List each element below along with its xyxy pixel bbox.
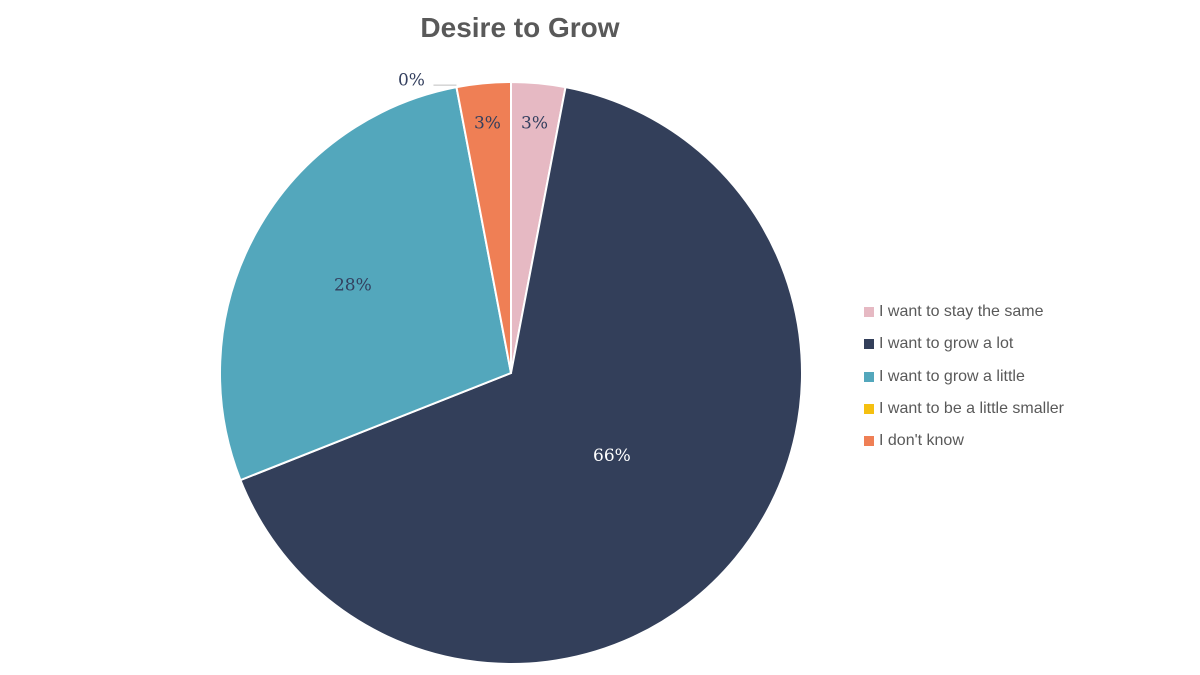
- legend-swatch: [864, 436, 874, 447]
- data-label-i-want-to-grow-a-little: 28%: [334, 276, 372, 296]
- legend-swatch: [864, 371, 874, 382]
- legend-label: I want to be a little smaller: [879, 400, 1064, 418]
- data-label-i-want-to-stay-the-same: 3%: [521, 113, 548, 133]
- data-label-i-want-to-grow-a-lot: 66%: [593, 446, 631, 466]
- legend-label: I want to grow a little: [879, 367, 1025, 385]
- chart-title: Desire to Grow: [420, 12, 620, 43]
- pie-slice-i-want-to-grow-a-lot: [239, 85, 803, 665]
- legend-item-i-want-to-grow-a-little: I want to grow a little: [864, 361, 1194, 393]
- legend-label: I want to grow a lot: [879, 335, 1014, 353]
- legend-label: I want to stay the same: [879, 303, 1044, 321]
- legend-swatch: [864, 404, 874, 415]
- chart-legend: I want to stay the same I want to grow a …: [864, 296, 1194, 457]
- data-label-i-want-to-be-a-little-smaller: 0%: [398, 71, 425, 91]
- legend-item-i-want-to-be-a-little-smaller: I want to be a little smaller: [864, 393, 1194, 425]
- pie-slice-i-want-to-grow-a-little: [219, 85, 513, 482]
- legend-item-i-want-to-grow-a-lot: I want to grow a lot: [864, 328, 1194, 360]
- legend-item-i-don-t-know: I don't know: [864, 425, 1194, 457]
- legend-swatch: [864, 339, 874, 350]
- pie-slice-i-don-t-know: [455, 80, 512, 374]
- legend-label: I don't know: [879, 432, 964, 450]
- legend-swatch: [864, 307, 874, 318]
- data-label-i-don-t-know: 3%: [474, 113, 501, 133]
- legend-item-i-want-to-stay-the-same: I want to stay the same: [864, 296, 1194, 328]
